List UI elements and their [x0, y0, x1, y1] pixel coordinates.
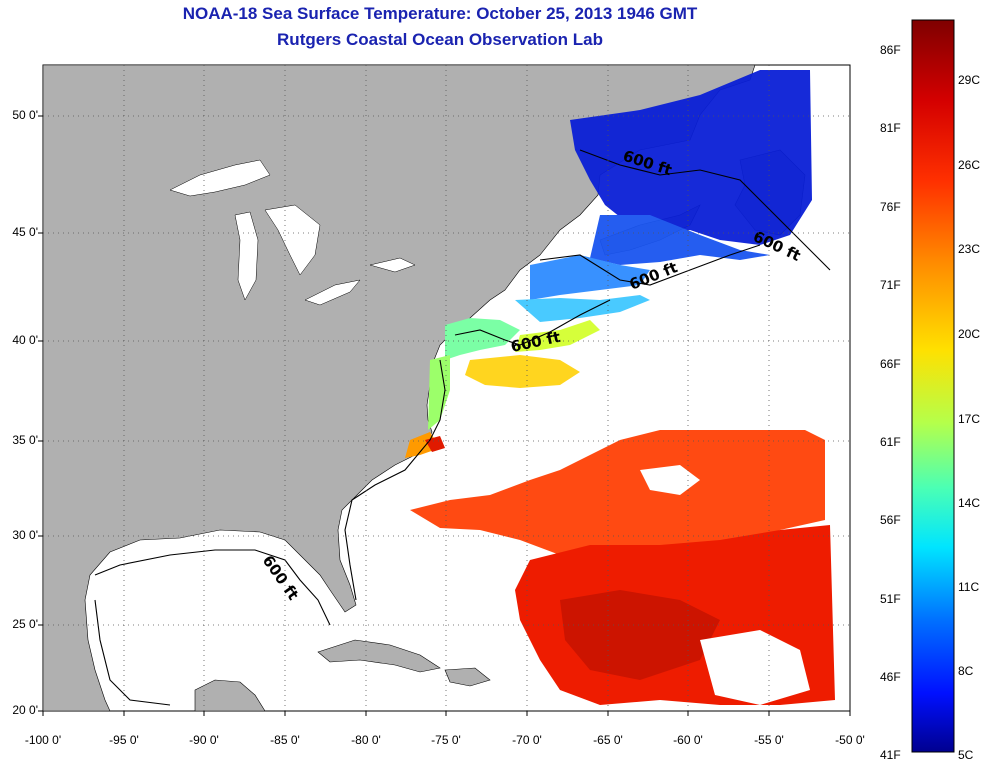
colorbar: [911, 19, 955, 753]
colorbar-f-label: 51F: [880, 592, 901, 606]
colorbar-f-label: 56F: [880, 513, 901, 527]
colorbar-c-label: 29C: [958, 73, 981, 87]
colorbar-f-label: 66F: [880, 357, 901, 371]
land-north-america: [43, 65, 756, 711]
colorbar-f-label: 81F: [880, 121, 901, 135]
colorbar-f-label: 76F: [880, 200, 901, 214]
lake-erie: [304, 279, 361, 306]
colorbar-c-label: 14C: [958, 496, 981, 510]
colorbar-c-label: 5C: [958, 748, 974, 762]
map-subtitle: Rutgers Coastal Ocean Observation Lab: [277, 30, 603, 49]
lon-label: -80 0': [351, 733, 381, 747]
colorbar-f-label: 46F: [880, 670, 901, 684]
lake-ontario: [369, 257, 416, 273]
lon-label: -65 0': [593, 733, 623, 747]
colorbar-f-label: 41F: [880, 748, 901, 762]
colorbar-c-label: 11C: [958, 580, 980, 594]
lon-label: -85 0': [270, 733, 300, 747]
colorbar-f-label: 61F: [880, 435, 901, 449]
colorbar-f-label: 71F: [880, 278, 901, 292]
map-title: NOAA-18 Sea Surface Temperature: October…: [182, 4, 698, 23]
colorbar-c-label: 20C: [958, 327, 981, 341]
lake-huron: [264, 204, 321, 276]
colorbar-c-label: 26C: [958, 158, 981, 172]
sst-warm-south: [410, 430, 835, 705]
lat-label: 50 0': [12, 108, 38, 122]
lon-label: -95 0': [109, 733, 139, 747]
land-cuba: [317, 639, 441, 673]
colorbar-f-label: 86F: [880, 43, 901, 57]
lon-label: -75 0': [431, 733, 461, 747]
lon-label: -100 0': [24, 733, 62, 747]
lake-superior: [169, 159, 271, 197]
lon-label: -70 0': [512, 733, 542, 747]
land-hispaniola: [444, 667, 491, 687]
colorbar-c-label: 23C: [958, 242, 981, 256]
lat-label: 45 0': [12, 225, 38, 239]
sst-cold-north: [515, 70, 812, 322]
lat-label: 40 0': [12, 333, 38, 347]
colorbar-c-label: 8C: [958, 664, 974, 678]
colorbar-c-label: 17C: [958, 412, 981, 426]
lon-label: -60 0': [673, 733, 703, 747]
lake-michigan: [234, 211, 259, 301]
isobath-600ft: [94, 149, 831, 706]
land-yucatan: [194, 679, 266, 711]
lon-label: -50 0': [835, 733, 865, 747]
lat-label: 20 0': [12, 703, 38, 717]
sst-mid-atlantic: [405, 318, 600, 458]
lat-label: 30 0': [12, 528, 38, 542]
lon-label: -55 0': [754, 733, 784, 747]
lon-label: -90 0': [189, 733, 219, 747]
lat-label: 25 0': [12, 617, 38, 631]
lat-label: 35 0': [12, 433, 38, 447]
